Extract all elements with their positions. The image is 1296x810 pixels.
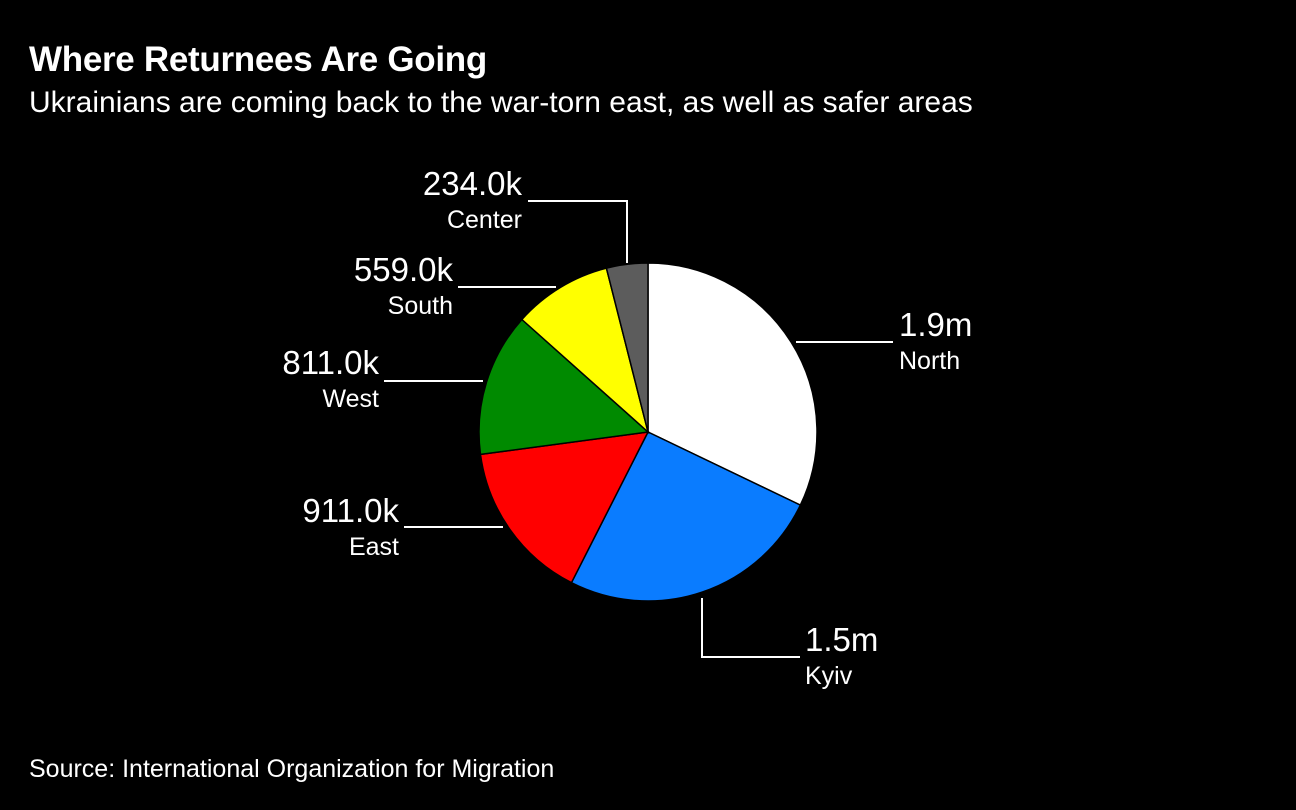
- value-label-center: 234.0k: [423, 165, 523, 202]
- pie-slice-north: [647, 262, 818, 507]
- pie-slice-west: [478, 318, 650, 456]
- leader-line-center: [528, 200, 628, 263]
- leader-lines: [384, 200, 893, 658]
- chart-title: Where Returnees Are Going: [29, 40, 487, 79]
- chart-subtitle: Ukrainians are coming back to the war-to…: [29, 86, 973, 119]
- slice-labels: 1.9m North 1.5m Kyiv 911.0k East 811.0k West 559…: [282, 165, 972, 690]
- pie-slice-east: [479, 431, 650, 584]
- pie-slices: [478, 262, 818, 602]
- category-label-kyiv: Kyiv: [805, 662, 853, 690]
- category-label-center: Center: [447, 206, 522, 234]
- value-label-east: 911.0k: [302, 492, 399, 529]
- pie-slice-center: [605, 262, 649, 433]
- category-label-south: South: [388, 292, 453, 320]
- value-label-kyiv: 1.5m: [805, 621, 878, 658]
- leader-line-kyiv: [701, 598, 800, 658]
- source-note: Source: International Organization for M…: [29, 755, 555, 783]
- category-label-north: North: [899, 347, 960, 375]
- pie-slice-kyiv: [570, 431, 802, 602]
- value-label-south: 559.0k: [354, 251, 454, 288]
- value-label-north: 1.9m: [899, 306, 972, 343]
- category-label-east: East: [349, 533, 399, 561]
- category-label-west: West: [323, 385, 380, 413]
- value-label-west: 811.0k: [282, 344, 379, 381]
